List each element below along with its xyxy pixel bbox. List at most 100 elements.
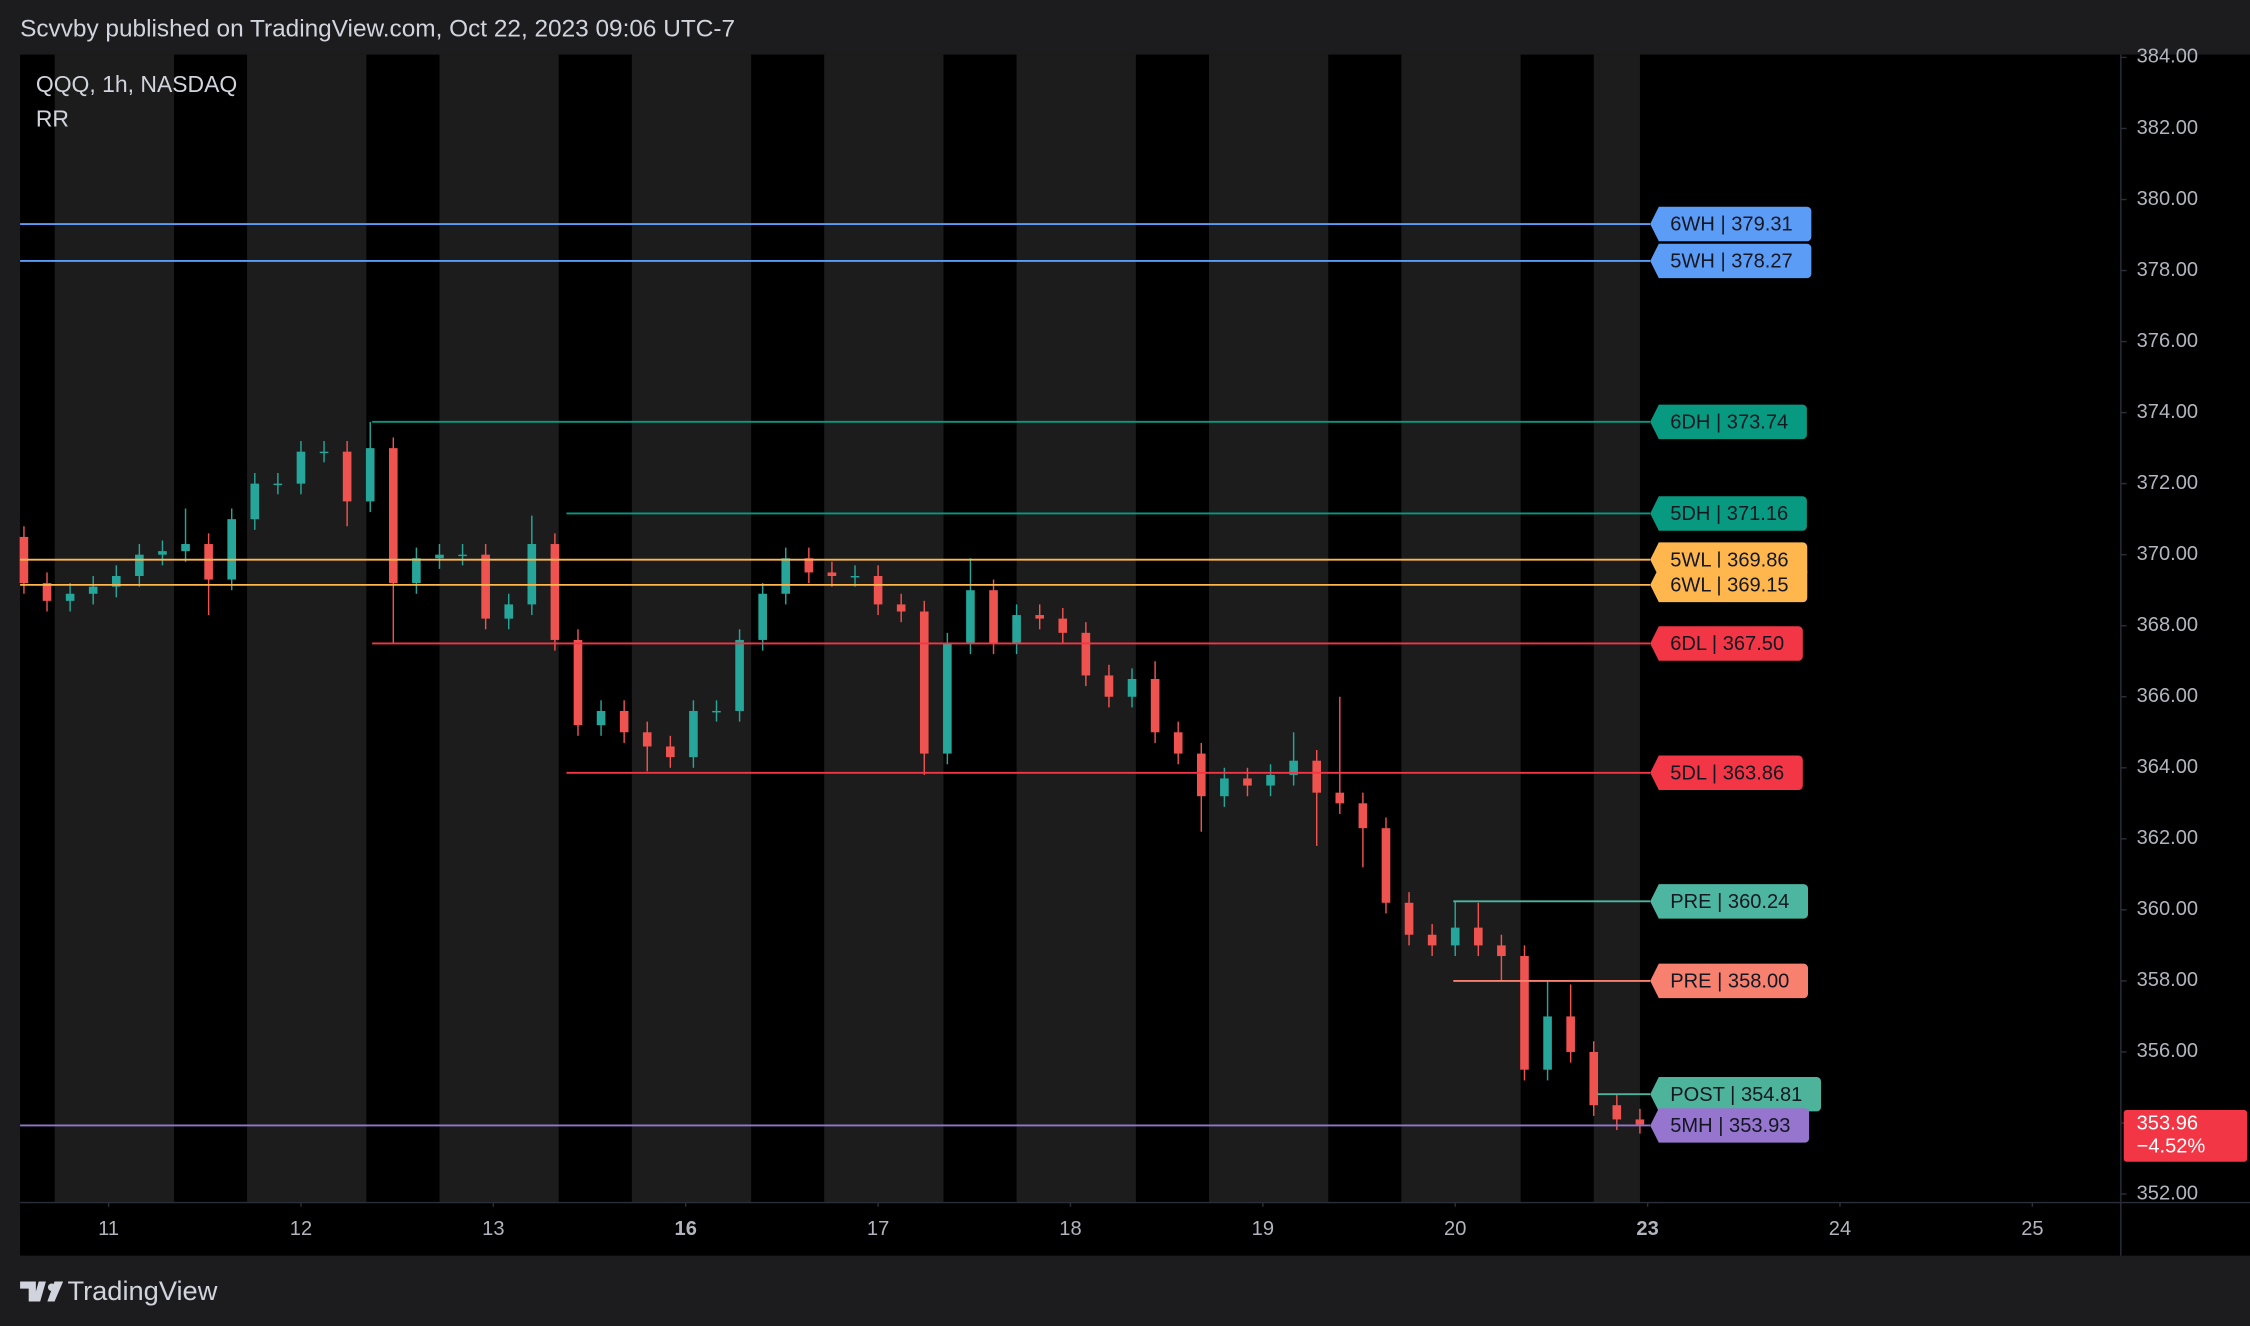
candle-body: [712, 710, 721, 713]
candle-body: [481, 554, 490, 619]
level-label-bg: [1650, 567, 1808, 603]
x-tick-label: 23: [1636, 1218, 1658, 1240]
candle-body: [42, 583, 52, 601]
logo-icon: [20, 1281, 46, 1302]
candle-body: [1243, 778, 1252, 786]
session-band: [631, 54, 752, 1203]
last-price-label: 353.96: [2137, 1113, 2198, 1135]
candle-body: [365, 448, 375, 502]
candle-body: [158, 551, 167, 555]
last-price-box: [2123, 1110, 2248, 1162]
candle-body: [1497, 945, 1506, 957]
candle-body: [181, 544, 190, 552]
candle-body: [873, 575, 883, 605]
candle-body: [88, 586, 98, 594]
legend-indicator: RR: [36, 106, 69, 132]
candle-body: [227, 519, 237, 580]
candle-body: [273, 483, 283, 486]
candle-body: [943, 643, 952, 754]
candle-body: [342, 451, 352, 502]
candle-body: [1012, 615, 1021, 644]
candle-body: [111, 575, 121, 587]
logo: [20, 1281, 64, 1302]
candle-body: [1150, 678, 1160, 733]
y-tick-label: 366.00: [2137, 685, 2198, 707]
candle-body: [1404, 902, 1414, 935]
candle-body: [550, 544, 560, 640]
session-band: [1401, 54, 1521, 1203]
y-tick-label: 360.00: [2137, 898, 2198, 920]
candle-body: [250, 483, 260, 520]
candle-body: [689, 710, 698, 758]
level-label: 6WL | 369.15: [1650, 567, 1808, 603]
level-label-text: 5WH | 378.27: [1670, 251, 1792, 273]
y-tick-label: 356.00: [2137, 1040, 2198, 1062]
header-text: Scvvby published on TradingView.com, Oct…: [20, 16, 735, 43]
candle-body: [1520, 956, 1529, 1070]
candle-body: [596, 710, 606, 726]
candle-body: [989, 590, 998, 644]
level-label-bg: [1650, 1108, 1810, 1143]
candle-body: [804, 558, 814, 573]
level-label-bg: [1650, 1076, 1822, 1112]
candle-body: [135, 554, 144, 576]
footer-brand: TradingView: [67, 1275, 217, 1306]
candle-body: [666, 746, 675, 758]
legend-symbol: QQQ, 1h, NASDAQ: [36, 71, 237, 97]
candle-body: [1058, 618, 1068, 633]
session-band: [439, 54, 559, 1203]
y-tick-label: 384.00: [2137, 46, 2198, 68]
candle-body: [504, 604, 514, 619]
x-tick-label: 20: [1444, 1218, 1466, 1240]
candle-body: [850, 575, 860, 578]
candle-body: [1104, 675, 1114, 697]
candle-body: [1266, 774, 1275, 786]
level-label-bg: [1650, 626, 1803, 661]
candle-body: [527, 544, 537, 605]
last-price-change: −4.52%: [2137, 1136, 2206, 1158]
y-tick-label: 358.00: [2137, 969, 2198, 991]
candle-body: [735, 639, 744, 711]
x-tick-label: 11: [98, 1218, 119, 1240]
candle-body: [1173, 732, 1183, 754]
candle-body: [1127, 678, 1137, 697]
candle-body: [1427, 934, 1437, 946]
candle-body: [319, 451, 329, 454]
candle-body: [1612, 1105, 1622, 1120]
candle-body: [435, 554, 444, 559]
candle-body: [619, 710, 629, 733]
x-tick-label: 17: [867, 1218, 889, 1240]
time-axis: [20, 1202, 2121, 1256]
level-label-bg: [1650, 206, 1812, 242]
candle-body: [204, 544, 213, 580]
y-tick-label: 376.00: [2137, 330, 2198, 352]
level-label-bg: [1650, 884, 1809, 919]
y-tick-label: 374.00: [2137, 401, 2198, 423]
candle-body: [1312, 760, 1322, 793]
candle-body: [1220, 778, 1229, 797]
y-tick-label: 370.00: [2137, 543, 2198, 565]
level-label-text: 6WH | 379.31: [1670, 214, 1792, 236]
y-tick-label: 368.00: [2137, 614, 2198, 636]
level-label: 5MH | 353.93: [1650, 1108, 1810, 1143]
candle-body: [1196, 753, 1206, 797]
y-tick-label: 362.00: [2137, 827, 2198, 849]
level-label-text: 5WL | 369.86: [1670, 549, 1788, 571]
level-label-text: PRE | 360.24: [1670, 891, 1789, 913]
candle-body: [919, 611, 929, 754]
candle-body: [1450, 927, 1460, 946]
x-tick-label: 16: [675, 1218, 697, 1240]
level-label-text: 6DH | 373.74: [1670, 412, 1788, 434]
level-label-text: 6DL | 367.50: [1670, 633, 1784, 655]
candle-body: [1543, 1016, 1552, 1070]
x-tick-label: 18: [1059, 1218, 1081, 1240]
level-label: PRE | 360.24: [1650, 884, 1809, 919]
level-label: 5DL | 363.86: [1650, 755, 1803, 790]
level-label: 5WH | 378.27: [1650, 243, 1812, 279]
candle-body: [573, 639, 583, 726]
candle-body: [388, 448, 398, 584]
level-label-text: 5MH | 353.93: [1670, 1115, 1790, 1137]
session-band: [54, 54, 174, 1203]
level-label-bg: [1650, 404, 1807, 440]
candle-body: [1381, 828, 1391, 903]
